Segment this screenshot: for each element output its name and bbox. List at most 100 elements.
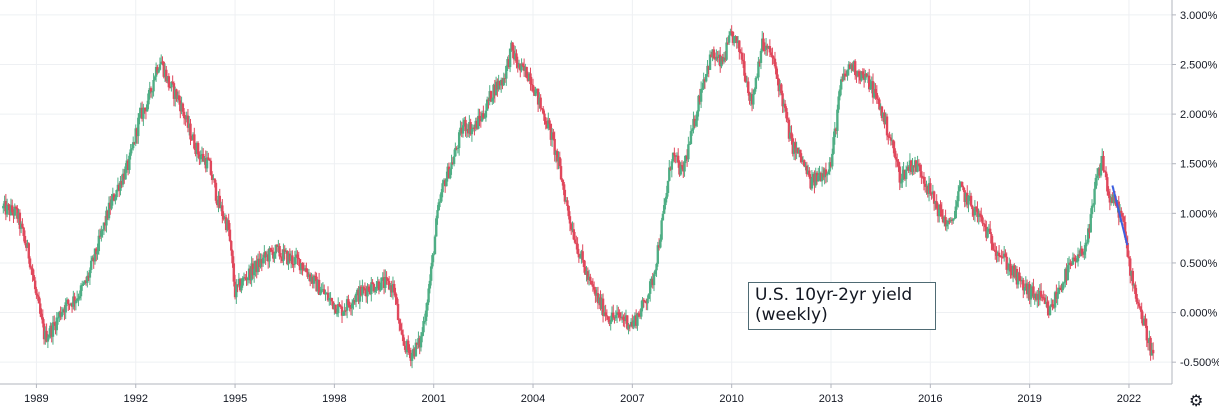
- candle-body: [498, 80, 502, 86]
- candle-body: [733, 36, 736, 43]
- candle-body: [1090, 205, 1094, 215]
- candle-body: [1023, 288, 1026, 291]
- candle-body: [590, 280, 593, 285]
- candle-body: [1132, 284, 1136, 286]
- candle-body: [1046, 301, 1049, 309]
- candle-body: [1075, 261, 1078, 263]
- candle-body: [28, 258, 32, 268]
- candle-body: [300, 263, 303, 271]
- candle-body: [1111, 197, 1114, 204]
- candle-body: [1078, 254, 1081, 257]
- candle-body: [445, 178, 448, 187]
- candle-body: [465, 128, 469, 132]
- candle-body: [890, 140, 894, 142]
- candle-body: [945, 224, 949, 227]
- candle-body: [230, 240, 233, 251]
- candle-body: [879, 106, 882, 110]
- candle-body: [1130, 270, 1133, 276]
- candle-body: [214, 182, 218, 201]
- candle-body: [547, 120, 550, 129]
- candle-body: [1065, 269, 1068, 280]
- candle-body: [212, 178, 215, 181]
- candle-body: [1145, 325, 1148, 341]
- candle-body: [469, 122, 472, 135]
- candle-body: [84, 280, 88, 283]
- candle-body: [79, 285, 83, 297]
- candle-body: [55, 317, 58, 331]
- candle-body: [289, 255, 293, 261]
- candle-body: [1094, 177, 1098, 189]
- candle-body: [996, 252, 1000, 256]
- candle-body: [404, 345, 407, 353]
- candle-body: [480, 113, 484, 122]
- candle-body: [268, 248, 271, 262]
- candle-body: [553, 138, 556, 155]
- candle-body: [488, 91, 491, 102]
- candle-body: [479, 118, 483, 122]
- gear-icon[interactable]: ⚙: [1189, 391, 1204, 410]
- candle-body: [189, 123, 192, 140]
- candle-body: [237, 279, 241, 286]
- candle-body: [100, 230, 103, 237]
- candle-body: [284, 250, 288, 252]
- candle-body: [829, 162, 833, 167]
- candle-body: [669, 167, 672, 170]
- candle-body: [725, 42, 728, 60]
- candle-body: [437, 202, 440, 211]
- candle-body: [750, 94, 754, 105]
- candle-body: [1000, 256, 1003, 258]
- candle-body: [636, 313, 639, 326]
- candle-body: [67, 299, 70, 304]
- candle-body: [1071, 257, 1075, 265]
- candle-body: [471, 127, 475, 130]
- candle-body: [699, 89, 703, 102]
- candle-body: [314, 275, 317, 277]
- candle-body: [335, 313, 339, 315]
- candle-body: [457, 132, 461, 149]
- candle-body: [74, 300, 78, 304]
- candle-body: [567, 206, 570, 217]
- candle-body: [252, 268, 256, 276]
- candle-body: [614, 315, 617, 319]
- candle-body: [598, 297, 601, 304]
- candle-body: [415, 342, 419, 345]
- candle-body: [372, 284, 376, 292]
- candle-body: [994, 250, 997, 252]
- candle-body: [244, 277, 247, 279]
- candle-body: [391, 284, 395, 293]
- candle-body: [1074, 258, 1077, 262]
- candle-body: [12, 212, 15, 216]
- x-tick-label: 2010: [719, 393, 743, 405]
- candle-body: [853, 61, 857, 75]
- candle-body: [825, 173, 829, 176]
- candle-body: [338, 304, 341, 307]
- candle-body: [317, 279, 321, 295]
- x-tick-label: 2016: [918, 393, 942, 405]
- candle-body: [241, 277, 244, 286]
- candle-body: [101, 229, 104, 231]
- candle-body: [319, 292, 322, 295]
- candle-body: [179, 100, 182, 112]
- candle-body: [25, 243, 28, 248]
- candle-body: [1056, 293, 1059, 299]
- candle-body: [991, 243, 994, 250]
- candle-body: [1019, 280, 1022, 282]
- candle-body: [557, 157, 560, 162]
- candle-body: [860, 71, 863, 81]
- x-tick-label: 2007: [620, 393, 644, 405]
- candle-body: [772, 57, 775, 59]
- candle-body: [110, 199, 113, 209]
- candle-body: [856, 71, 859, 77]
- candle-body: [712, 49, 716, 59]
- candle-body: [59, 311, 62, 317]
- candle-body: [40, 313, 43, 318]
- candle-body: [954, 206, 957, 219]
- candle-body: [1064, 269, 1067, 283]
- candle-body: [181, 103, 185, 112]
- candle-body: [123, 173, 126, 180]
- candle-body: [763, 49, 766, 51]
- candle-body: [165, 69, 168, 82]
- candle-body: [1143, 318, 1146, 326]
- annotation-box[interactable]: U.S. 10yr-2yr yield (weekly): [748, 282, 936, 330]
- candle-body: [1084, 242, 1087, 252]
